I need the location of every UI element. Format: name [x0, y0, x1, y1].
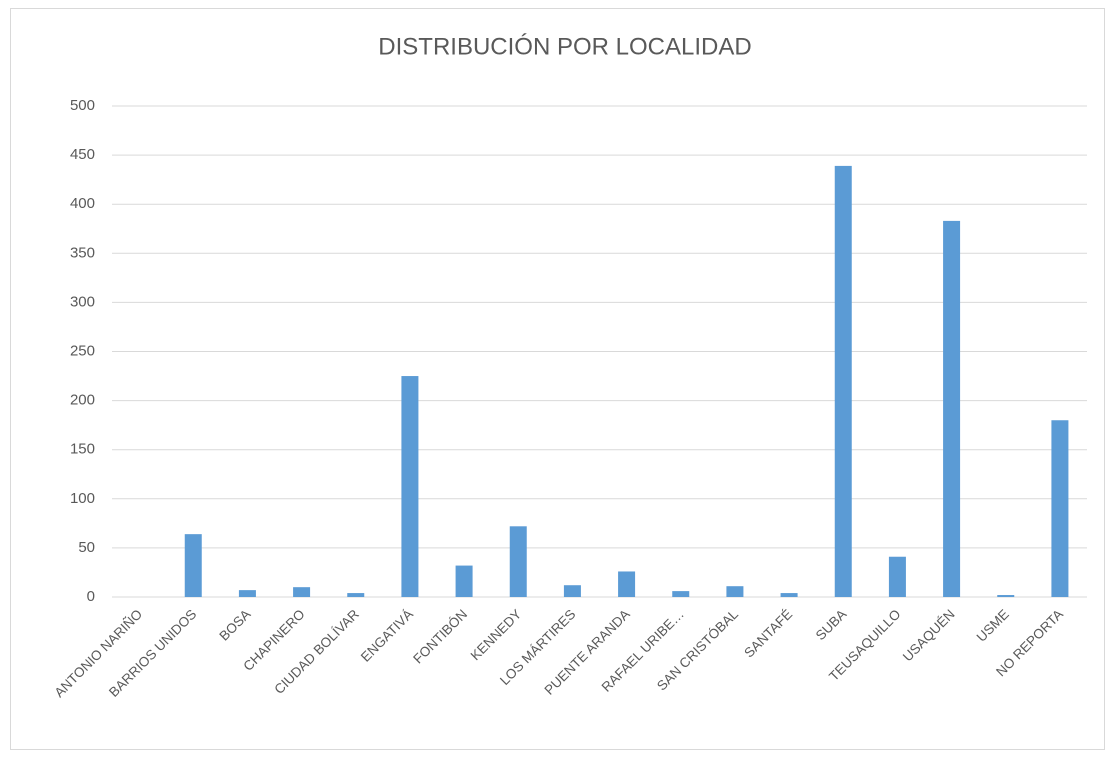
- bar: [834, 165, 852, 598]
- bar: [672, 591, 690, 597]
- bar: [455, 565, 473, 597]
- y-tick-label: 250: [70, 342, 95, 359]
- bar: [726, 586, 744, 597]
- bar: [401, 376, 419, 597]
- y-tick-label: 100: [70, 490, 95, 507]
- y-tick-label: 50: [78, 539, 95, 556]
- y-tick-label: 200: [70, 392, 95, 409]
- bar: [618, 571, 636, 597]
- y-tick-label: 0: [87, 588, 95, 605]
- bar: [943, 220, 961, 598]
- y-tick-label: 450: [70, 146, 95, 163]
- chart-title: DISTRIBUCIÓN POR LOCALIDAD: [378, 33, 751, 60]
- bar: [563, 585, 581, 597]
- chart-frame: [10, 8, 1105, 750]
- bar: [780, 593, 798, 597]
- y-tick-label: 500: [70, 97, 95, 114]
- y-tick-label: 400: [70, 195, 95, 212]
- bar: [347, 593, 365, 597]
- y-tick-label: 150: [70, 441, 95, 458]
- bar: [997, 595, 1015, 597]
- bar: [1051, 420, 1069, 597]
- y-tick-label: 300: [70, 293, 95, 310]
- y-tick-label: 350: [70, 244, 95, 261]
- bar: [184, 534, 202, 597]
- bar: [293, 587, 311, 597]
- bar: [888, 556, 906, 597]
- bar: [238, 590, 256, 597]
- bar: [509, 526, 527, 597]
